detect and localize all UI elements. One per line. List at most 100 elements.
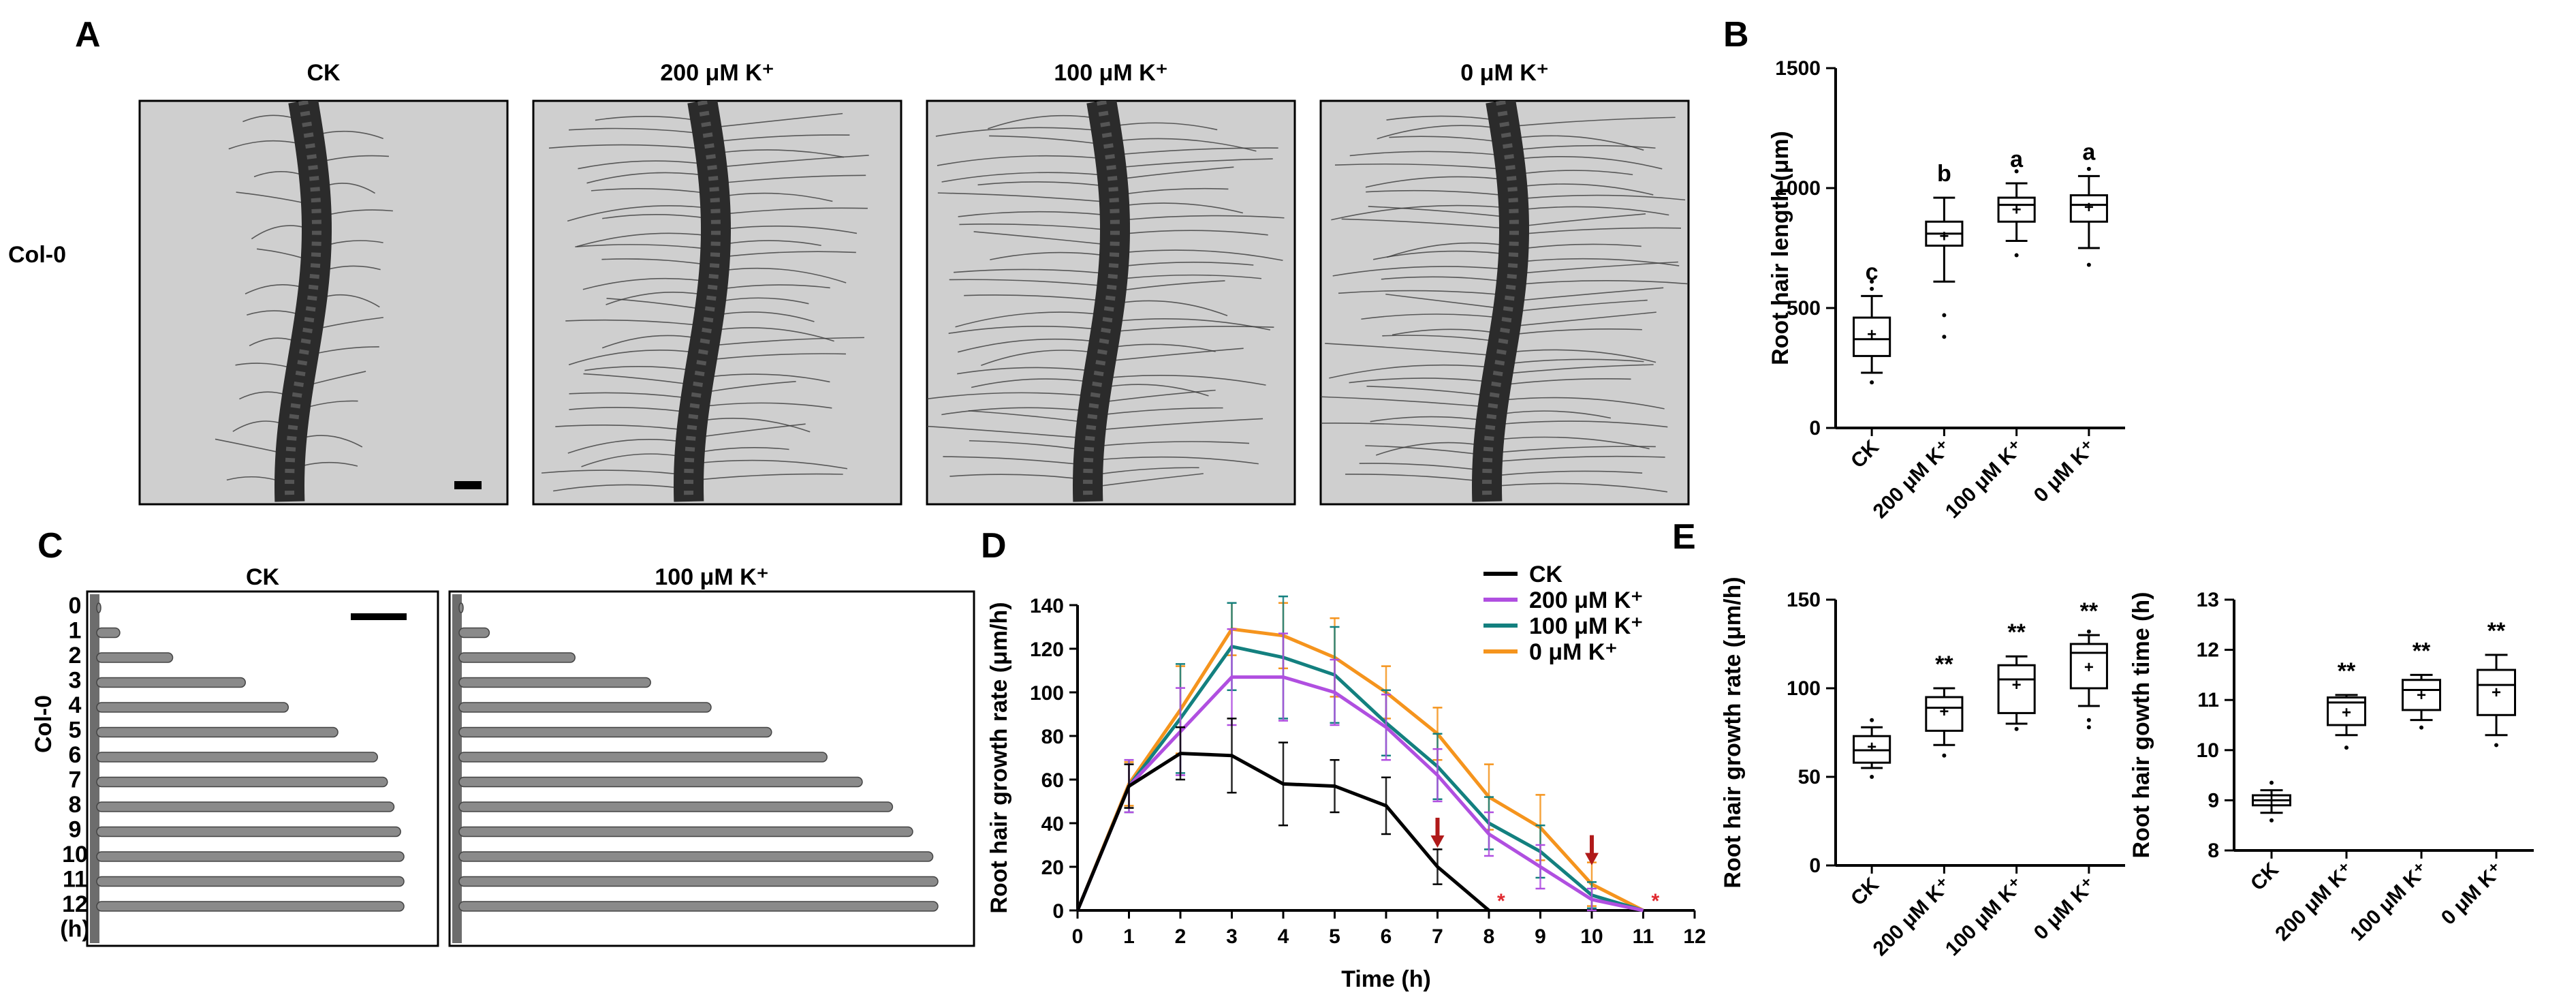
root-hair <box>567 439 679 454</box>
x-tick-label: 200 μM K⁺ <box>1869 436 1956 523</box>
time-label: 9 <box>69 817 82 843</box>
root-hair <box>251 225 305 240</box>
significance-label: c <box>1866 259 1879 285</box>
root-hair <box>326 183 375 194</box>
root-hairs <box>215 101 393 502</box>
primary-root-texture <box>1082 101 1120 502</box>
root-hair <box>1325 343 1489 356</box>
root-hair <box>249 337 294 347</box>
panel-a-row-label: Col-0 <box>8 242 66 268</box>
y-tick-label: 50 <box>1798 766 1821 788</box>
root-hair <box>1513 349 1656 363</box>
hair-growth-bar <box>458 752 828 763</box>
root-hair <box>1117 122 1218 131</box>
outlier-point <box>2086 262 2091 267</box>
root-hair <box>1118 326 1274 332</box>
root-hair <box>723 297 809 305</box>
root-hair <box>1127 202 1244 214</box>
x-tick-label: 4 <box>1278 925 1289 948</box>
root-hair <box>971 378 1086 388</box>
x-axis-label: Time (h) <box>1341 966 1431 992</box>
root-hair <box>1341 218 1503 229</box>
root-hair <box>711 373 830 383</box>
box <box>1997 664 2036 714</box>
box <box>2477 668 2516 716</box>
panel-a-image-title: CK <box>307 60 341 86</box>
root-hair <box>927 392 1084 400</box>
root-hair <box>1501 436 1650 450</box>
panel-c-letter: C <box>37 526 63 566</box>
root-hair <box>1365 445 1476 455</box>
hair-growth-bar <box>96 652 174 663</box>
outlier-point <box>2344 746 2349 750</box>
x-tick-label: 6 <box>1381 925 1392 948</box>
root-hair <box>232 420 281 432</box>
x-tick-label: CK <box>1847 873 1883 910</box>
root-hair <box>568 350 691 366</box>
time-label: 5 <box>69 718 82 743</box>
root-hair <box>706 402 832 409</box>
root-hairs <box>541 101 869 502</box>
root-hair <box>937 155 1098 166</box>
root-hair <box>324 155 390 162</box>
root-hair <box>1123 158 1273 168</box>
root-hair <box>1321 396 1481 408</box>
root-hair <box>1511 358 1644 364</box>
outlier-point <box>2419 725 2423 730</box>
root-hair <box>968 410 1080 422</box>
root-hair <box>1349 151 1497 157</box>
root-hair <box>304 435 363 448</box>
root-hair <box>717 337 864 346</box>
root-hair <box>973 231 1103 245</box>
y-tick-label: 40 <box>1041 813 1064 835</box>
root-hair <box>1125 262 1254 266</box>
root-hair <box>727 251 856 258</box>
root-hair <box>1518 311 1656 326</box>
root-hair <box>1365 176 1500 188</box>
root-hair <box>1516 117 1676 127</box>
box <box>1925 696 1964 732</box>
root-hair <box>1332 266 1501 277</box>
significance-label: ** <box>2413 638 2431 664</box>
chart-e-growth-time: 8 9 10 11 12 13 Root hair gowth time (h) CK +200… <box>2129 589 2534 945</box>
root-hair <box>328 209 393 215</box>
y-tick-label: 100 <box>1787 677 1821 700</box>
primary-root-texture <box>1481 101 1519 502</box>
root-hair <box>569 127 695 134</box>
root-hairs <box>1321 101 1688 502</box>
root-hair <box>1100 456 1259 465</box>
x-tick-label: CK <box>2246 858 2283 895</box>
root-hair <box>1520 144 1656 150</box>
root-hair <box>541 470 677 475</box>
significance-label: a <box>2082 139 2096 165</box>
y-axis-label: Root hair gowth time (h) <box>2129 592 2154 859</box>
root-hair <box>1523 170 1633 176</box>
root-hair <box>949 279 1100 286</box>
hair-growth-bar <box>458 602 464 613</box>
root-hair <box>1526 206 1669 216</box>
timing-arrow-head <box>1430 835 1445 848</box>
root-hair <box>1106 389 1216 403</box>
root-hair <box>235 363 289 368</box>
root-hair <box>1386 115 1492 121</box>
root-hair <box>937 192 1102 202</box>
series-line-1 <box>1075 675 1644 912</box>
hair-growth-bar <box>458 652 576 663</box>
root-hair <box>722 149 844 158</box>
root-hair <box>1521 156 1663 170</box>
root-hair <box>1373 250 1502 260</box>
mean-marker: + <box>2342 704 2351 722</box>
root-hair <box>1526 227 1682 234</box>
root-hair <box>1389 136 1495 142</box>
time-label: 10 <box>62 842 88 867</box>
y-tick-label: 120 <box>1030 639 1064 661</box>
root-hair <box>727 240 821 247</box>
series-line-2 <box>1075 645 1644 912</box>
hair-growth-bar <box>96 876 405 887</box>
root-hair <box>602 214 704 219</box>
hair-growth-bar <box>458 726 772 738</box>
y-tick-label: 500 <box>1787 297 1821 320</box>
root-hair <box>1103 418 1263 431</box>
